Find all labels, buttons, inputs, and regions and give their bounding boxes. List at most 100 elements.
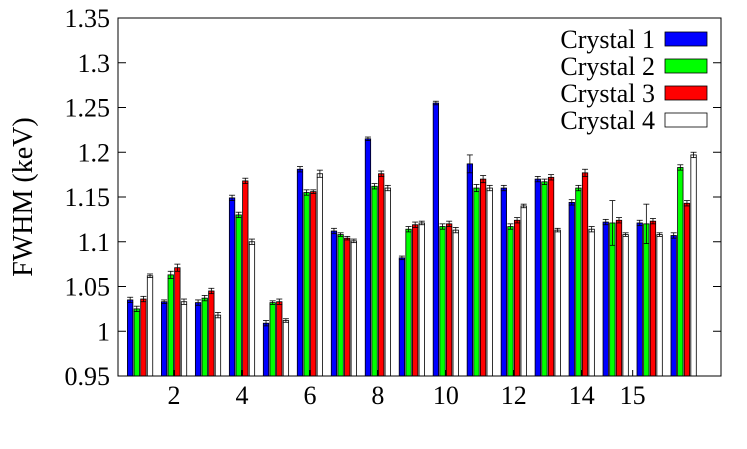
errorbar-s2-g11	[473, 184, 480, 193]
errorbar-s3-g13	[548, 174, 555, 181]
errorbar-s3-g17	[683, 200, 690, 207]
errorbar-s4-g13	[554, 227, 561, 233]
errorbar-s1-g17	[670, 232, 677, 239]
errorbar-s2-g2	[167, 270, 174, 279]
bar-s1-g15	[602, 221, 609, 377]
errorbar-s4-g10	[452, 227, 459, 234]
bar-s4-g1	[146, 275, 154, 377]
errorbar-s2-g8	[371, 183, 378, 190]
errorbar-s3-g7	[344, 235, 351, 241]
errorbar-s1-g15	[602, 218, 609, 226]
bar-s4-g16	[656, 234, 663, 377]
legend-item-3: Crystal 3	[560, 79, 708, 108]
legend-swatch	[664, 58, 708, 74]
errorbar-s4-g2	[180, 298, 187, 305]
errorbar-s2-g3	[201, 295, 208, 302]
y-axis: 0.95 1 1.05 1.1 1.15 1.2 1.25 1.3 1.35	[65, 4, 721, 391]
errorbar-s1-g11	[466, 154, 473, 174]
y-tick-label: 1.05	[65, 273, 111, 302]
x-tick-label: 15	[620, 381, 646, 410]
errorbar-s3-g9	[412, 221, 419, 228]
errorbar-s4-g5	[282, 318, 289, 323]
legend-label: Crystal 1	[560, 25, 655, 54]
bar-s3-g3	[208, 290, 215, 377]
bar-s2-g9	[405, 228, 412, 377]
errorbar-s1-g5	[263, 320, 270, 327]
errorbar-s4-g9	[418, 220, 425, 226]
bar-s1-g1	[127, 299, 134, 377]
bar-s2-g7	[337, 234, 344, 377]
errorbar-s2-g7	[337, 232, 344, 237]
y-tick-label: 0.95	[65, 362, 111, 391]
errorbar-s1-g8	[364, 136, 371, 142]
errorbar-s4-g14	[588, 226, 595, 233]
errorbar-s3-g5	[276, 298, 283, 305]
errorbar-s2-g10	[439, 223, 446, 230]
errorbar-s1-g2	[161, 299, 168, 304]
errorbar-s3-g1	[140, 295, 147, 303]
bar-s4-g8	[384, 187, 391, 377]
bar-s4-g6	[316, 173, 324, 377]
bar-s4-g9	[418, 222, 425, 377]
bar-s2-g8	[371, 185, 378, 377]
errorbar-s1-g7	[330, 227, 337, 235]
bar-s1-g3	[194, 302, 202, 377]
errorbar-s3-g15	[615, 217, 622, 224]
bars-layer	[127, 102, 697, 377]
errorbar-s1-g6	[297, 166, 304, 173]
bar-s3-g8	[378, 173, 385, 377]
errorbar-s2-g13	[541, 178, 548, 185]
bar-s3-g7	[344, 237, 351, 377]
bar-s3-g6	[310, 191, 317, 377]
bar-s4-g7	[350, 240, 357, 377]
errorbar-s2-g17	[677, 164, 684, 171]
bar-s3-g10	[446, 223, 453, 377]
bar-s1-g8	[364, 138, 372, 377]
legend-label: Crystal 3	[560, 79, 655, 108]
errorbar-s4-g1	[147, 273, 154, 278]
legend-label: Crystal 2	[560, 52, 655, 81]
bar-s4-g17	[690, 154, 697, 377]
legend-item-2: Crystal 2	[560, 52, 708, 81]
errorbar-s2-g6	[303, 189, 310, 196]
bar-s2-g12	[507, 226, 514, 377]
x-tick-label: 10	[433, 381, 459, 410]
bar-s1-g11	[466, 163, 473, 377]
y-tick-label: 1.25	[65, 94, 111, 123]
errorbar-s4-g3	[214, 312, 221, 319]
x-tick-label: 12	[501, 381, 527, 410]
errorbar-s1-g12	[500, 184, 507, 192]
errorbar-s2-g4	[235, 211, 242, 218]
errorbar-s2-g14	[575, 184, 582, 192]
bar-s4-g5	[282, 320, 290, 377]
x-tick-label: 6	[303, 381, 316, 410]
bar-s2-g10	[439, 226, 446, 377]
bar-s4-g14	[588, 228, 595, 377]
bar-s2-g1	[133, 308, 140, 377]
errorbar-s4-g7	[350, 238, 357, 244]
errorbars-layer	[127, 100, 697, 327]
errorbar-s3-g4	[242, 177, 249, 184]
bar-s3-g14	[581, 172, 589, 377]
bar-s4-g12	[520, 205, 527, 377]
errorbar-s3-g11	[480, 175, 487, 184]
bar-s2-g17	[677, 167, 684, 377]
errorbar-s4-g12	[520, 203, 527, 209]
errorbar-s1-g3	[195, 299, 202, 306]
bar-s2-g2	[167, 274, 174, 377]
bar-s1-g6	[296, 168, 304, 377]
errorbar-s1-g4	[229, 194, 236, 201]
bar-s2-g11	[473, 187, 480, 377]
errorbar-s4-g17	[690, 151, 697, 159]
errorbar-s1-g13	[534, 176, 541, 183]
bar-s2-g13	[541, 181, 548, 377]
bar-s1-g10	[432, 102, 440, 377]
y-tick-label: 1.3	[78, 49, 111, 78]
bar-s4-g13	[554, 229, 561, 377]
errorbar-s4-g15	[622, 232, 629, 237]
x-tick-label: 14	[569, 381, 595, 410]
bar-s4-g15	[622, 234, 629, 377]
bar-s4-g4	[248, 241, 256, 377]
errorbar-s3-g8	[378, 170, 385, 177]
